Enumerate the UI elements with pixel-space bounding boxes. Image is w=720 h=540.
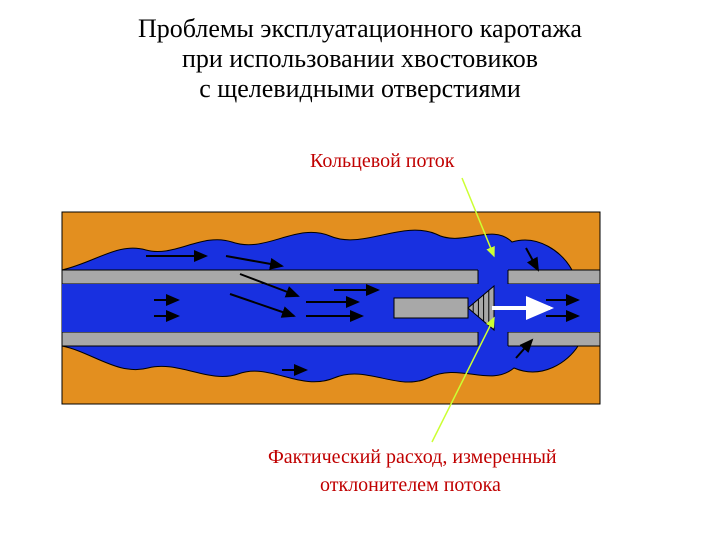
slide-title: Проблемы эксплуатационного каротажа при …	[0, 14, 720, 104]
title-line-3: с щелевидными отверстиями	[199, 74, 521, 103]
label-actual-flow-line2-text: отклонителем потока	[320, 474, 501, 496]
title-line-1: Проблемы эксплуатационного каротажа	[138, 14, 582, 43]
flow-diagram	[62, 212, 600, 404]
slide-page: Проблемы эксплуатационного каротажа при …	[0, 0, 720, 540]
label-actual-flow-line1: Фактический расход, измеренный	[268, 446, 557, 469]
label-actual-flow-line1-text: Фактический расход, измеренный	[268, 446, 557, 468]
label-actual-flow-line2: отклонителем потока	[320, 474, 501, 497]
title-line-2: при использовании хвостовиков	[182, 44, 538, 73]
label-annular-flow-text: Кольцевой поток	[310, 150, 454, 172]
label-annular-flow: Кольцевой поток	[310, 150, 454, 173]
